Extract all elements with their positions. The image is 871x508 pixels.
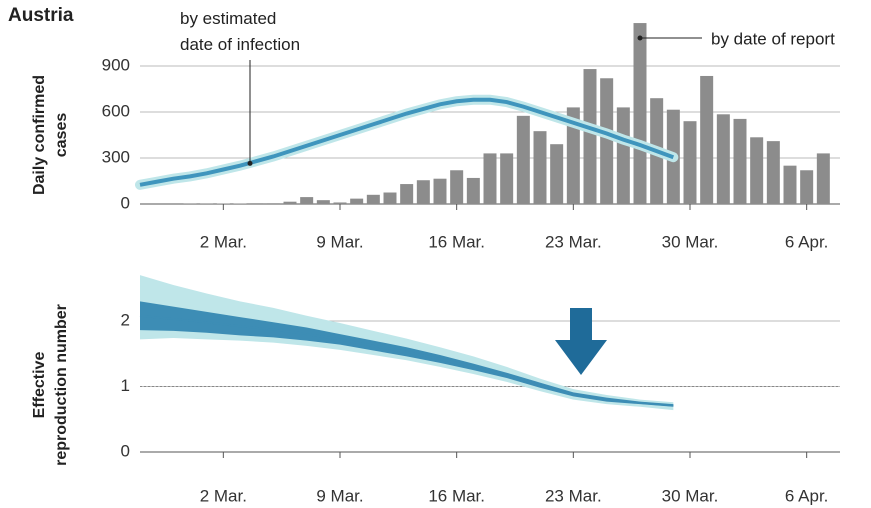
y-axis-label-line: Effective xyxy=(31,352,48,419)
x-tick-label: 16 Mar. xyxy=(428,232,485,251)
bar xyxy=(283,201,297,204)
y-axis-label-line: Daily confirmed xyxy=(31,75,48,195)
bar xyxy=(533,131,547,204)
bar xyxy=(416,180,430,204)
bar xyxy=(800,170,814,204)
x-tick-label: 2 Mar. xyxy=(200,232,247,251)
bar xyxy=(633,23,647,204)
bar xyxy=(250,203,264,204)
bar xyxy=(766,141,780,204)
bar xyxy=(483,153,497,204)
bar xyxy=(466,177,480,204)
bar xyxy=(350,198,364,204)
band xyxy=(140,301,674,407)
x-tick-label: 6 Apr. xyxy=(785,232,828,251)
leader-dot xyxy=(637,35,643,41)
bar xyxy=(616,107,630,204)
line xyxy=(139,314,674,407)
line xyxy=(139,97,675,187)
x-tick-label: 2 Mar. xyxy=(200,486,247,505)
bar xyxy=(566,107,580,204)
y-tick-label: 900 xyxy=(102,55,130,74)
bar xyxy=(683,121,697,204)
x-tick-label: 6 Apr. xyxy=(785,486,828,505)
x-tick-label: 16 Mar. xyxy=(428,486,485,505)
band xyxy=(140,275,674,411)
y-tick-label: 1 xyxy=(121,376,130,395)
bar xyxy=(300,197,314,204)
y-tick-label: 0 xyxy=(121,193,130,212)
y-axis-label: Effective reproduction number xyxy=(31,304,70,466)
leader-dot xyxy=(247,160,253,166)
bar xyxy=(600,78,614,204)
bar xyxy=(516,115,530,204)
bar xyxy=(716,114,730,204)
bar xyxy=(783,165,797,204)
bar xyxy=(366,194,380,204)
x-tick-label: 9 Mar. xyxy=(316,486,363,505)
bar xyxy=(333,202,347,204)
chart-title: Austria xyxy=(8,5,74,26)
y-axis-label-line: reproduction number xyxy=(53,304,70,466)
x-tick-label: 23 Mar. xyxy=(545,486,602,505)
x-tick-label: 23 Mar. xyxy=(545,232,602,251)
annotation: by date of report xyxy=(711,29,835,48)
bar xyxy=(733,118,747,204)
y-tick-label: 300 xyxy=(102,147,130,166)
y-tick-label: 0 xyxy=(121,441,130,460)
annotation: by estimated date of infection xyxy=(180,9,300,54)
y-axis-label-line: cases xyxy=(53,113,70,158)
x-tick-label: 9 Mar. xyxy=(316,232,363,251)
bar xyxy=(550,144,564,204)
y-tick-label: 2 xyxy=(121,310,130,329)
bar xyxy=(400,184,414,204)
bar xyxy=(450,170,464,204)
bar xyxy=(583,69,597,204)
bar xyxy=(266,203,280,204)
bar xyxy=(816,153,830,204)
bar xyxy=(750,137,764,204)
y-tick-label: 600 xyxy=(102,101,130,120)
y-axis-label: Daily confirmed cases xyxy=(31,75,70,195)
arrow xyxy=(555,308,607,375)
bar xyxy=(316,200,330,204)
bar xyxy=(500,153,514,204)
bar xyxy=(383,192,397,204)
x-tick-label: 30 Mar. xyxy=(662,232,719,251)
bar xyxy=(433,178,447,204)
bar xyxy=(700,75,714,204)
x-tick-label: 30 Mar. xyxy=(662,486,719,505)
